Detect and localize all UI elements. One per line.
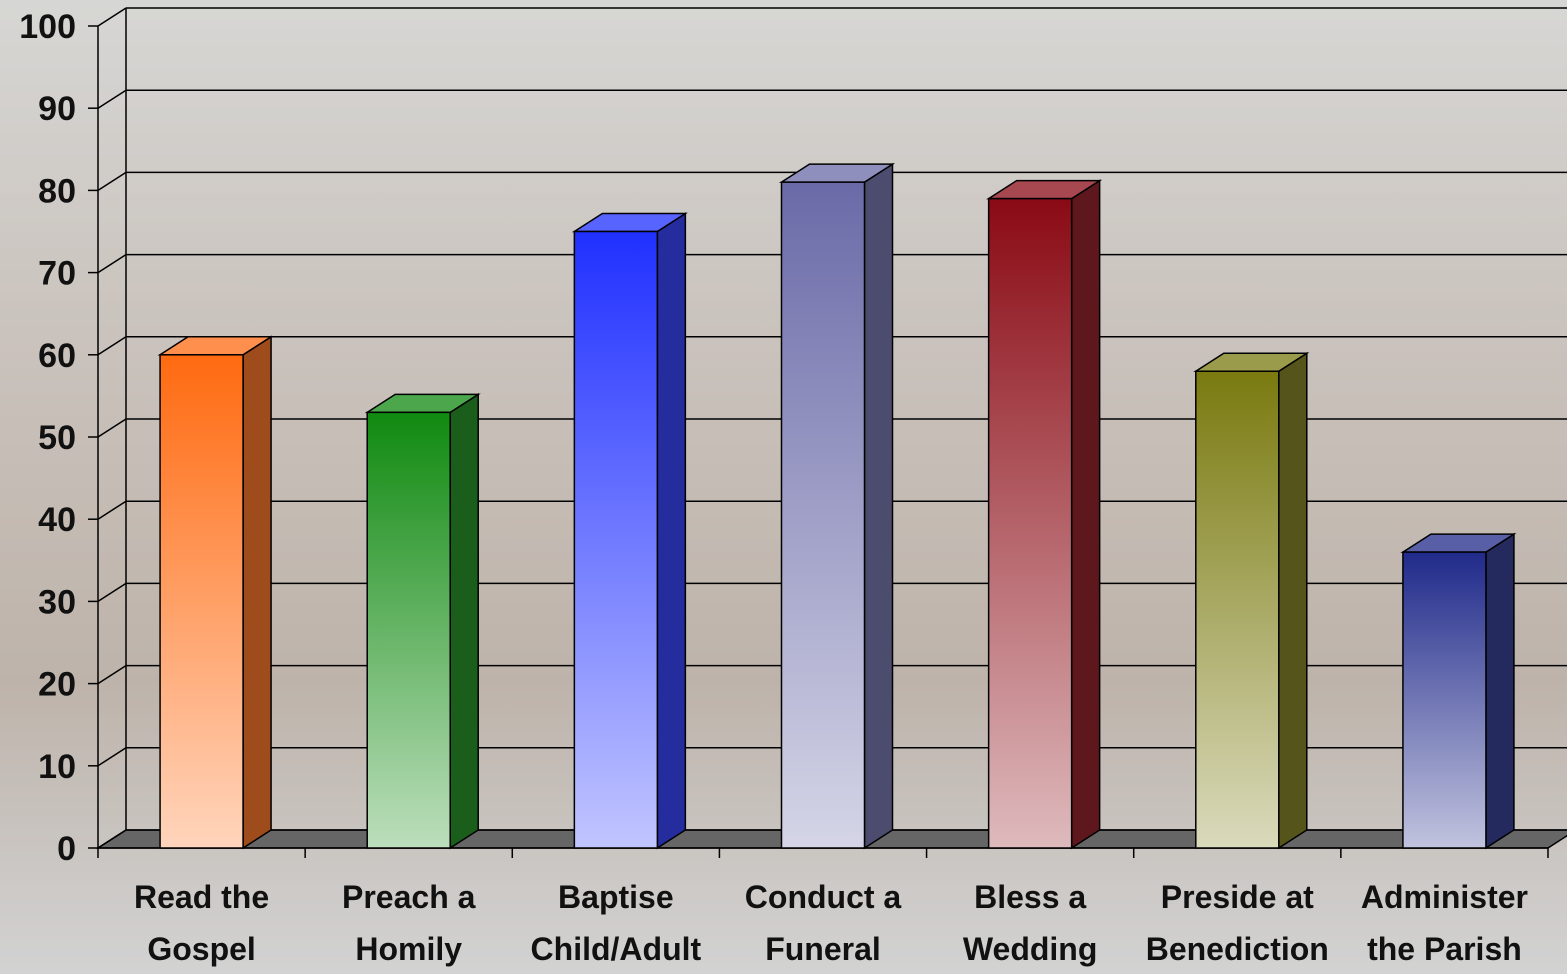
bar bbox=[573, 230, 659, 849]
bar bbox=[1402, 551, 1487, 849]
bar bbox=[987, 197, 1073, 849]
x-tick-label-line: the Parish bbox=[1367, 931, 1522, 967]
x-tick-label-line: Preside at bbox=[1161, 879, 1314, 915]
x-tick-label: Bless a Wedding bbox=[963, 879, 1098, 967]
y-tick-label: 40 bbox=[38, 501, 76, 539]
x-tick-label-line: Benediction bbox=[1146, 931, 1329, 967]
bar-side bbox=[242, 335, 272, 850]
bar bbox=[780, 181, 866, 849]
y-tick-label: 70 bbox=[38, 255, 76, 293]
x-tick-label-line: Wedding bbox=[963, 931, 1098, 967]
x-tick-label-line: Administer bbox=[1361, 879, 1528, 915]
x-tick-label: Preside at Benediction bbox=[1146, 879, 1329, 967]
x-tick-label-line: Homily bbox=[355, 931, 462, 967]
x-tick-label-line: Gospel bbox=[147, 931, 255, 967]
grid-line bbox=[97, 500, 127, 520]
x-tick-label-line: Child/Adult bbox=[531, 931, 702, 967]
bar-side bbox=[449, 392, 479, 850]
grid-line bbox=[97, 171, 127, 192]
bar bbox=[366, 411, 451, 849]
x-tick-label: Conduct a Funeral bbox=[745, 879, 902, 967]
y-tick-label: 0 bbox=[57, 830, 76, 868]
x-tick-label-line: Conduct a bbox=[745, 879, 902, 915]
bar-side bbox=[1485, 532, 1515, 850]
grid-line bbox=[97, 89, 127, 109]
y-tick-label: 100 bbox=[19, 8, 76, 46]
x-tick-label-line: Funeral bbox=[765, 931, 881, 967]
grid-line bbox=[97, 582, 127, 603]
x-tick-label: Preach a Homily bbox=[342, 879, 476, 967]
grid-line bbox=[97, 747, 127, 767]
x-tick-label-line: Baptise bbox=[558, 879, 674, 915]
bar bbox=[159, 354, 244, 849]
grid-line bbox=[97, 336, 127, 356]
y-tick-label: 50 bbox=[38, 419, 76, 457]
bar-side bbox=[863, 162, 894, 850]
y-tick-label: 10 bbox=[38, 748, 76, 786]
y-tick-label: 60 bbox=[38, 337, 76, 375]
grid-line bbox=[97, 253, 127, 274]
y-tick-label: 30 bbox=[38, 583, 76, 621]
grid-line bbox=[97, 829, 127, 849]
grid-line bbox=[97, 664, 127, 685]
x-tick-label-line: Read the bbox=[134, 879, 269, 915]
y-tick-label: 20 bbox=[38, 666, 76, 704]
x-tick-label: Baptise Child/Adult bbox=[531, 879, 702, 967]
bar-side bbox=[656, 212, 687, 850]
y-tick-label: 80 bbox=[38, 172, 76, 210]
x-tick-label-line: Preach a bbox=[342, 879, 476, 915]
grid-line bbox=[97, 418, 127, 438]
x-tick-label: Read the Gospel bbox=[134, 879, 269, 967]
x-tick-label-line: Bless a bbox=[974, 879, 1086, 915]
y-tick-label: 90 bbox=[38, 90, 76, 128]
bar-side bbox=[1278, 351, 1308, 850]
grid-line bbox=[97, 7, 127, 27]
x-tick-label: Administer the Parish bbox=[1361, 879, 1528, 967]
bar bbox=[1195, 370, 1280, 849]
bar-side bbox=[1070, 179, 1101, 850]
